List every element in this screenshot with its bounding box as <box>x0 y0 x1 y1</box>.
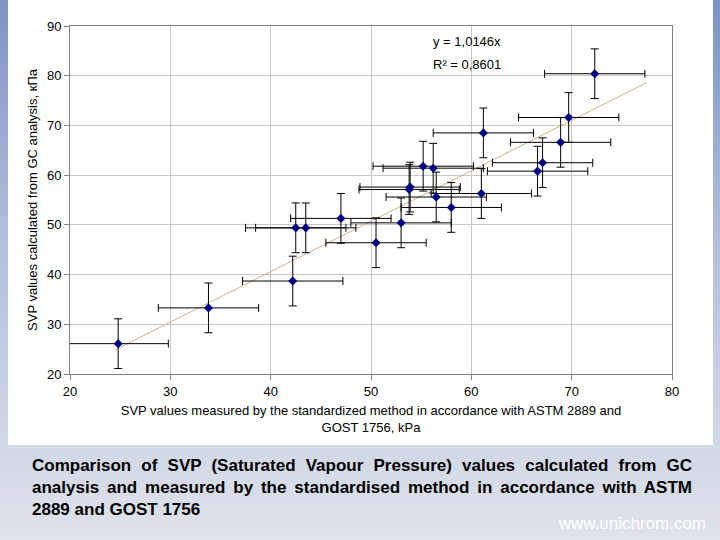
svg-text:60: 60 <box>464 384 478 399</box>
svg-text:40: 40 <box>263 384 277 399</box>
svg-text:R² = 0,8601: R² = 0,8601 <box>433 57 501 72</box>
svg-text:20: 20 <box>47 367 61 382</box>
svg-text:80: 80 <box>47 68 61 83</box>
svg-text:70: 70 <box>47 118 61 133</box>
svg-text:70: 70 <box>564 384 578 399</box>
svg-text:60: 60 <box>47 168 61 183</box>
svg-text:30: 30 <box>163 384 177 399</box>
svg-text:SVP values measured by the sta: SVP values measured by the standardized … <box>121 403 622 435</box>
svg-text:50: 50 <box>364 384 378 399</box>
svg-text:20: 20 <box>63 384 77 399</box>
svg-text:90: 90 <box>47 19 61 34</box>
html-text:Comparison of SVP (Saturated V: Comparison of SVP (Saturated Vapour Pres… <box>32 456 692 519</box>
svg-text:SVP values calculated from GC: SVP values calculated from GC analysis, … <box>25 68 40 331</box>
svg-text:80: 80 <box>665 384 679 399</box>
html-text:www.unichrom.com: www.unichrom.com <box>558 514 706 533</box>
svg-text:y = 1,0146x: y = 1,0146x <box>433 34 501 49</box>
svg-text:30: 30 <box>47 317 61 332</box>
svg-text:50: 50 <box>47 217 61 232</box>
svg-text:40: 40 <box>47 267 61 282</box>
